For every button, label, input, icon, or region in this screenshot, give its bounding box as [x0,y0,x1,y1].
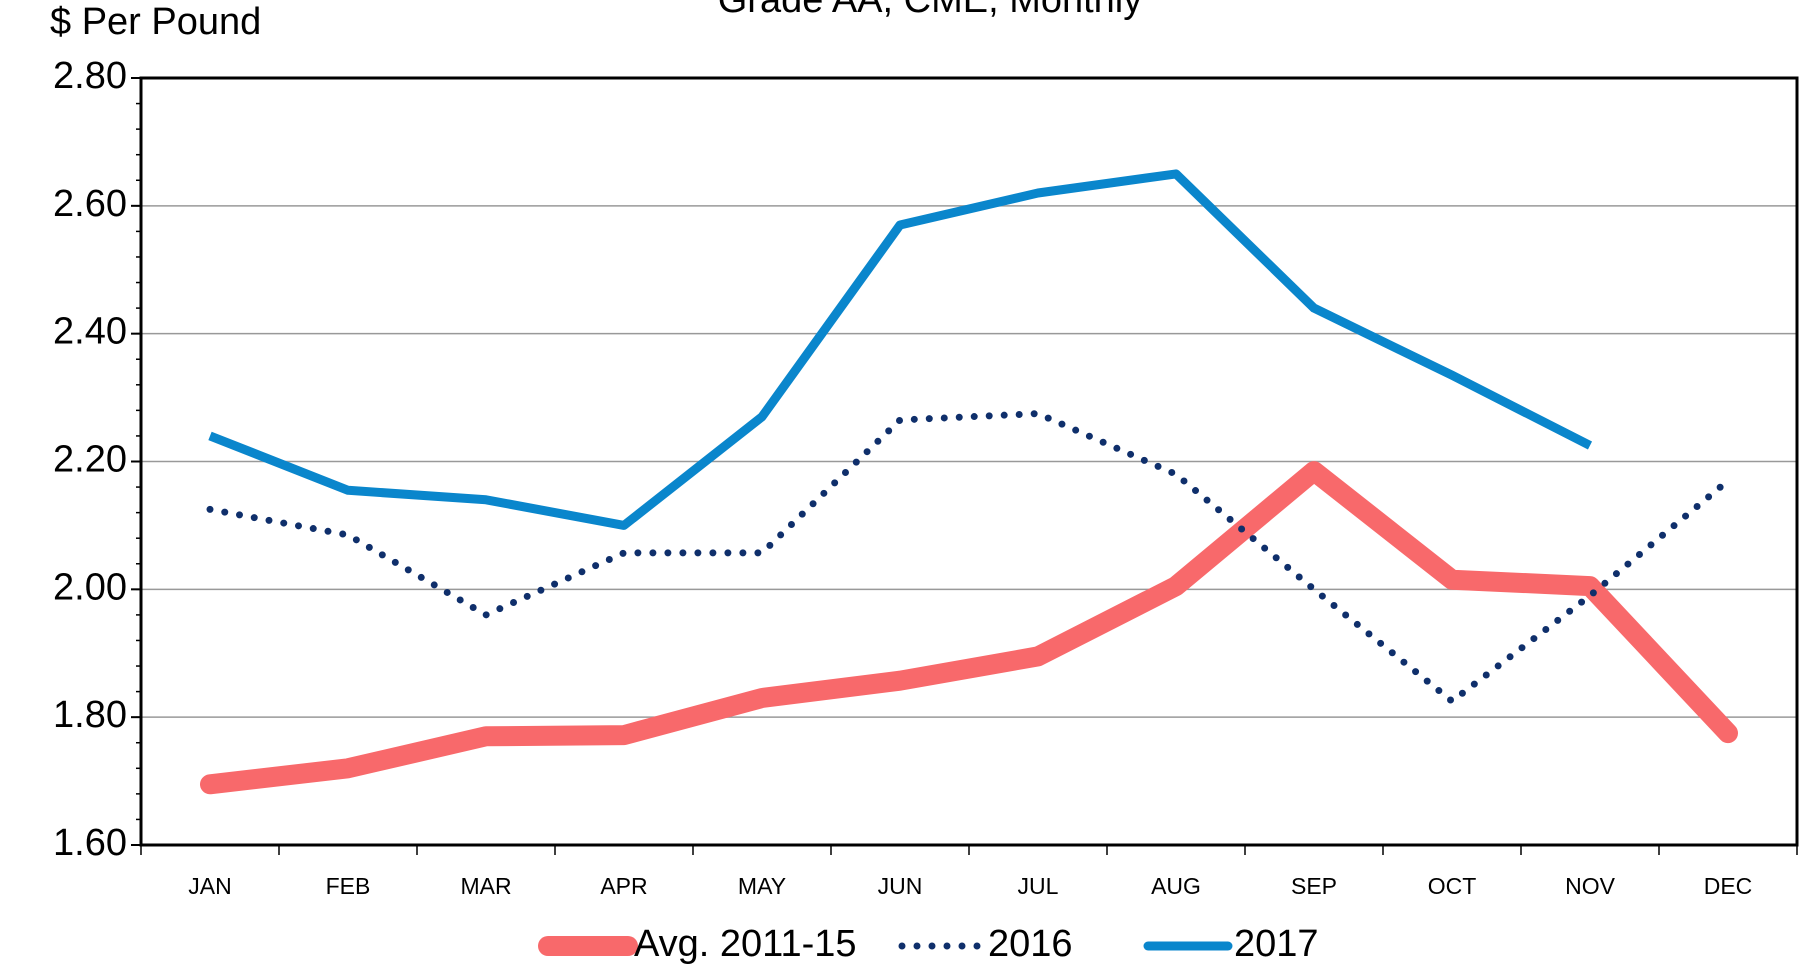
series-line [200,461,1738,795]
x-tick-label: MAR [460,873,511,899]
x-tick-label: FEB [326,873,371,899]
y-axis-label: $ Per Pound [50,1,261,43]
x-tick-label: OCT [1428,873,1477,899]
x-tick-label: NOV [1565,873,1616,899]
legend-label: Avg. 2011-15 [634,923,857,965]
x-tick-label: MAY [738,873,786,899]
y-tick-label: 2.00 [53,566,127,608]
series-line [208,169,1593,530]
x-tick-label: APR [600,873,647,899]
y-tick-label: 1.60 [53,822,127,864]
x-tick-label: AUG [1151,873,1201,899]
legend-label: 2017 [1234,923,1319,965]
x-tick-label: JUN [878,873,923,899]
series-line [206,410,1732,705]
y-tick-label: 2.40 [53,311,127,353]
chart-title: Grade AA, CME, Monthly [718,0,1143,21]
y-tick-label: 1.80 [53,694,127,736]
legend-label: 2016 [988,923,1073,965]
x-tick-label: JUL [1018,873,1059,899]
y-tick-label: 2.60 [53,183,127,225]
y-tick-label: 2.20 [53,439,127,481]
x-tick-label: JAN [188,873,231,899]
x-tick-label: DEC [1704,873,1753,899]
x-tick-label: SEP [1291,873,1337,899]
y-tick-label: 2.80 [53,55,127,97]
